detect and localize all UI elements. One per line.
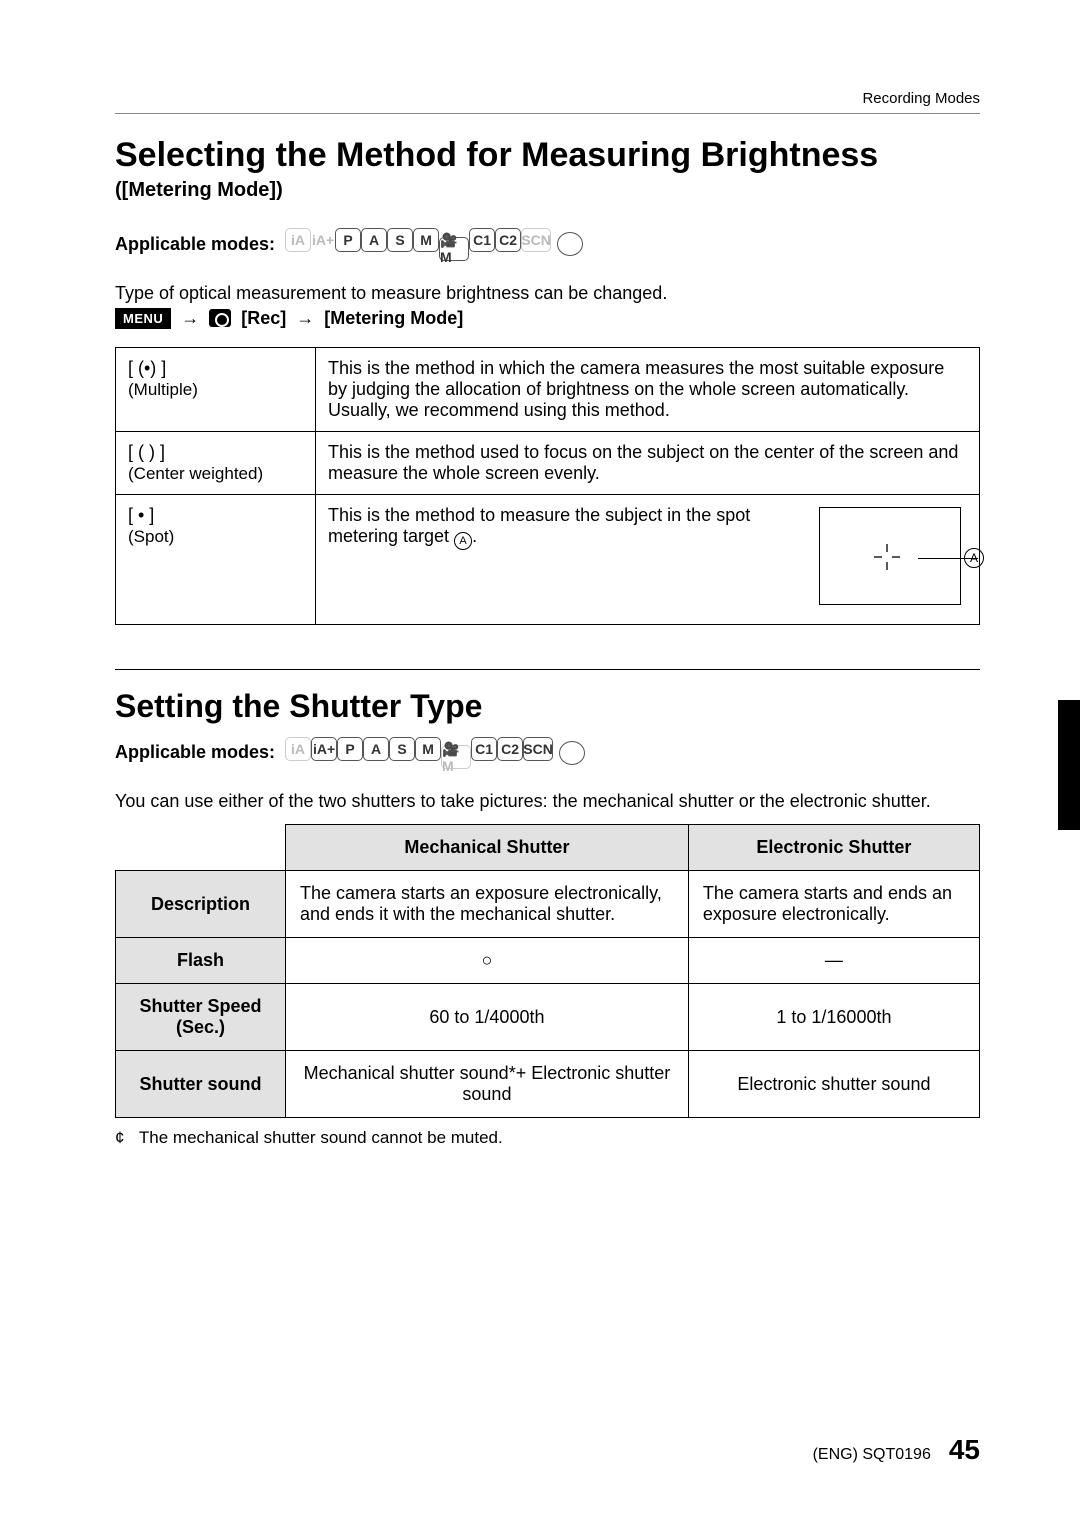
row-head: Description — [116, 871, 286, 938]
col-header-electronic: Electronic Shutter — [688, 825, 979, 871]
title-shutter: Setting the Shutter Type — [115, 688, 980, 725]
multiple-icon: [ (•) ] — [128, 358, 166, 379]
cell: ○ — [286, 938, 689, 984]
applicable-modes-row-2: Applicable modes: iAiA+PASM🎥MC1C2SCN — [115, 737, 980, 770]
menu-path: MENU → [Rec] → [Metering Mode] — [115, 308, 980, 329]
mode-scn-icon: SCN — [521, 228, 551, 252]
arrow-icon: → — [181, 308, 199, 329]
mode-m-icon: M — [415, 737, 441, 761]
table-row: [ ( ) ] (Center weighted) This is the me… — [116, 431, 980, 494]
row-head: Shutter Speed (Sec.) — [116, 984, 286, 1051]
cell: — — [688, 938, 979, 984]
mode-s-icon: S — [389, 737, 415, 761]
spot-marker-inline: A — [454, 532, 472, 550]
metering-body-text: Type of optical measurement to measure b… — [115, 283, 980, 304]
applicable-label: Applicable modes: — [115, 234, 275, 255]
footer-code: (ENG) SQT0196 — [813, 1446, 931, 1464]
mode-p-icon: P — [335, 228, 361, 252]
arrow-icon: → — [296, 308, 314, 329]
table-row: Shutter Speed (Sec.)60 to 1/4000th1 to 1… — [116, 984, 980, 1051]
rec-label: [Rec] — [241, 308, 286, 329]
metering-cell-left: [ • ] (Spot) — [116, 494, 316, 624]
mode-c2-icon: C2 — [495, 228, 521, 252]
applicable-label: Applicable modes: — [115, 742, 275, 763]
page-footer: (ENG) SQT0196 45 — [813, 1434, 980, 1466]
spot-icon: [ • ] — [128, 505, 154, 526]
mode-p-icon: P — [337, 737, 363, 761]
spot-desc-text: This is the method to measure the subjec… — [328, 505, 750, 546]
section-divider — [115, 669, 980, 670]
palette-icon — [557, 232, 583, 256]
footnote-text: The mechanical shutter sound cannot be m… — [139, 1128, 503, 1147]
mode-movie-icon: 🎥M — [441, 745, 471, 769]
cell: Mechanical shutter sound*+ Electronic sh… — [286, 1051, 689, 1118]
metering-table: [ (•) ] (Multiple) This is the method in… — [115, 347, 980, 625]
mode-s-icon: S — [387, 228, 413, 252]
table-row: Shutter soundMechanical shutter sound*+ … — [116, 1051, 980, 1118]
row-head: Shutter sound — [116, 1051, 286, 1118]
mode-a-icon: A — [363, 737, 389, 761]
metering-cell-desc: This is the method in which the camera m… — [316, 347, 980, 431]
cell: 60 to 1/4000th — [286, 984, 689, 1051]
cell: The camera starts and ends an exposure e… — [688, 871, 979, 938]
table-row: DescriptionThe camera starts an exposure… — [116, 871, 980, 938]
spot-label: (Spot) — [128, 527, 174, 546]
table-row: [ • ] (Spot) This is the method to measu… — [116, 494, 980, 624]
mode-movie-icon: 🎥M — [439, 237, 469, 261]
mode-ia-icon: iA — [285, 228, 311, 252]
table-row: [ (•) ] (Multiple) This is the method in… — [116, 347, 980, 431]
row-head: Flash — [116, 938, 286, 984]
shutter-table: Mechanical Shutter Electronic Shutter De… — [115, 824, 980, 1118]
mode-a-icon: A — [361, 228, 387, 252]
metering-mode-label: [Metering Mode] — [324, 308, 463, 329]
modes-container-1: iAiA+PASM🎥MC1C2SCN — [285, 228, 551, 261]
mode-scn-icon: SCN — [523, 737, 553, 761]
camera-icon — [209, 309, 231, 327]
footnote-marker: ¢ — [115, 1128, 124, 1147]
center-weighted-label: (Center weighted) — [128, 464, 263, 483]
metering-cell-left: [ (•) ] (Multiple) — [116, 347, 316, 431]
col-header-mechanical: Mechanical Shutter — [286, 825, 689, 871]
modes-container-2: iAiA+PASM🎥MC1C2SCN — [285, 737, 553, 770]
applicable-modes-row-1: Applicable modes: iAiA+PASM🎥MC1C2SCN — [115, 228, 980, 261]
mode-c1-icon: C1 — [471, 737, 497, 761]
table-row: Flash○— — [116, 938, 980, 984]
mode-m-icon: M — [413, 228, 439, 252]
page: Recording Modes Selecting the Method for… — [0, 0, 1080, 1526]
metering-cell-desc: This is the method used to focus on the … — [316, 431, 980, 494]
mode-c1-icon: C1 — [469, 228, 495, 252]
mode-iaplus-icon: iA+ — [311, 228, 335, 252]
cell: 1 to 1/16000th — [688, 984, 979, 1051]
spot-diagram: A — [819, 507, 961, 605]
metering-cell-desc: This is the method to measure the subjec… — [316, 494, 980, 624]
metering-cell-left: [ ( ) ] (Center weighted) — [116, 431, 316, 494]
page-edge-tab — [1058, 700, 1080, 830]
title-metering: Selecting the Method for Measuring Brigh… — [115, 136, 980, 175]
spot-marker-circle: A — [964, 548, 984, 568]
cell: Electronic shutter sound — [688, 1051, 979, 1118]
table-row: Mechanical Shutter Electronic Shutter — [116, 825, 980, 871]
spot-target-icon — [874, 544, 900, 570]
section-header: Recording Modes — [115, 90, 980, 114]
mode-iaplus-icon: iA+ — [311, 737, 337, 761]
center-weighted-icon: [ ( ) ] — [128, 442, 165, 463]
shutter-intro-text: You can use either of the two shutters t… — [115, 791, 980, 812]
footnote: ¢ The mechanical shutter sound cannot be… — [115, 1128, 980, 1148]
page-number: 45 — [949, 1434, 980, 1466]
cell: The camera starts an exposure electronic… — [286, 871, 689, 938]
subtitle-metering: ([Metering Mode]) — [115, 179, 980, 202]
multiple-label: (Multiple) — [128, 380, 198, 399]
mode-c2-icon: C2 — [497, 737, 523, 761]
empty-corner — [116, 825, 286, 871]
menu-badge: MENU — [115, 308, 171, 329]
mode-ia-icon: iA — [285, 737, 311, 761]
palette-icon — [559, 741, 585, 765]
